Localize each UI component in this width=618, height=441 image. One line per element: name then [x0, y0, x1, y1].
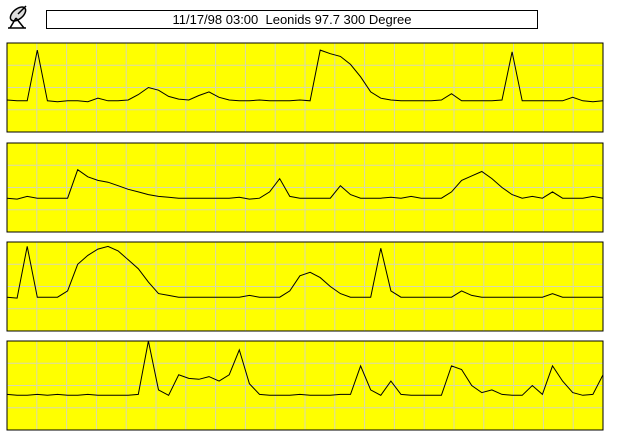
panel-border: [6, 42, 604, 133]
signal-trace: [6, 245, 603, 299]
signal-trace: [6, 340, 604, 396]
panel-border: [6, 142, 604, 233]
panel-border: [6, 241, 604, 332]
panel-border: [6, 340, 604, 431]
dish-icon: [8, 5, 27, 29]
title: 11/17/98 03:00 Leonids 97.7 300 Degree: [46, 10, 538, 29]
signal-trace: [6, 168, 604, 200]
signal-trace: [6, 49, 604, 103]
